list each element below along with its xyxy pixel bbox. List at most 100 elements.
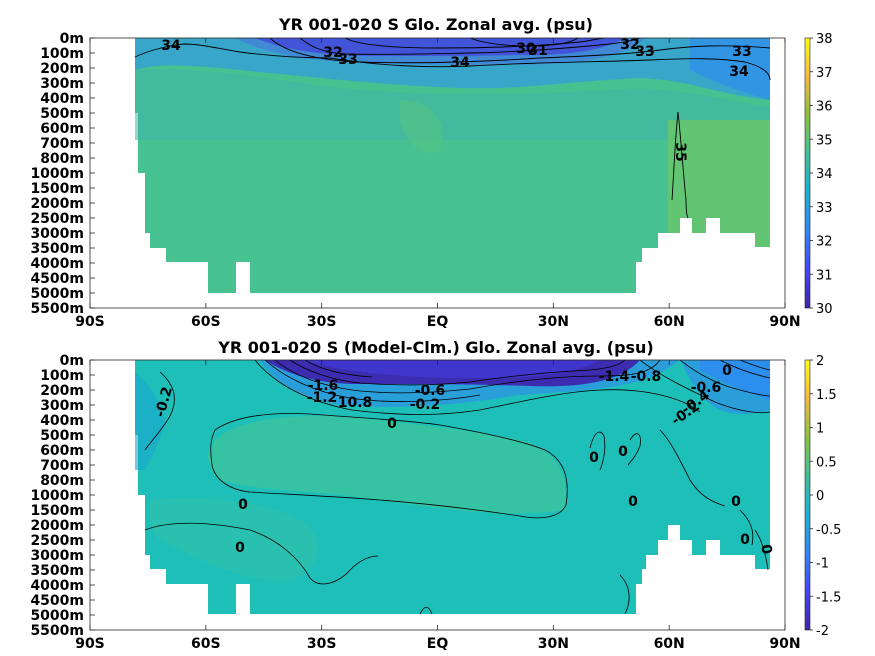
panel-salinity: YR 001-020 S Glo. Zonal avg. (psu) [30, 15, 832, 330]
contour-line [274, 360, 471, 394]
contour-label: -0.8 [631, 369, 662, 385]
heatmap-salinity-bias [135, 360, 771, 615]
colorbar-tick-label: 36 [816, 100, 833, 115]
contour-line [469, 360, 626, 383]
contour-label: 0 [731, 494, 741, 510]
y-tick-label: 800m [40, 151, 84, 167]
contour-line [719, 360, 771, 379]
contour-label: -0.6 [691, 380, 722, 396]
x-tick-label: 90N [769, 314, 800, 330]
contour-labels-salinity: 34 32 33 30 31 34 32 33 33 34 35 [161, 37, 751, 162]
contour-label: -0.2 [152, 385, 175, 419]
y-tick-label: 0m [60, 31, 84, 47]
y-tick-label: 4500m [30, 271, 84, 287]
colorbar-ticks-salinity-bias: -2 -1.5 -1 -0.5 0 0.5 1 1.5 2 [810, 354, 841, 639]
contour-33 [269, 38, 771, 64]
colorbar-tick-label: 32 [816, 235, 833, 250]
contour-label: -0.6 [415, 383, 446, 399]
contour-line [469, 360, 661, 390]
panel-salinity-bias: YR 001-020 S (Model-Clm.) Glo. Zonal avg… [30, 338, 841, 652]
contour-label: 33 [635, 44, 654, 60]
colorbar-tick-label: 0 [816, 489, 824, 504]
colorbar-ticks-salinity: 30 31 32 33 34 35 36 37 38 [810, 32, 833, 317]
y-tick-label: 4500m [30, 593, 84, 609]
contour-label: -1.4 [599, 369, 630, 385]
contour-label: 0 [722, 363, 732, 379]
y-tick-label: 400m [40, 91, 84, 107]
colorbar-tick-label: 1 [816, 422, 824, 437]
contour-zero [627, 433, 641, 466]
contour-label: 0 [589, 450, 599, 466]
contour-zero [419, 606, 433, 615]
contour-line [639, 360, 771, 414]
contour-label: 34 [161, 38, 181, 54]
contour-label: 0 [387, 416, 397, 432]
x-tick-label: 60N [654, 636, 685, 652]
x-tick-label: 90S [75, 636, 105, 652]
colorbar-tick-label: 2 [816, 354, 824, 369]
contour-lines-salinity-bias [144, 360, 771, 615]
y-tick-label: 100m [40, 46, 84, 62]
x-tick-label: EQ [427, 314, 449, 330]
contour-line [254, 360, 701, 415]
x-tick-label: 30S [307, 636, 337, 652]
x-tick-label: 60S [191, 636, 221, 652]
y-tick-label: 800m [40, 473, 84, 489]
y-axis-salinity-bias: 0m100m200m300m400m500m600m700m800m1000m1… [30, 353, 95, 639]
y-tick-label: 200m [40, 383, 84, 399]
contour-line [679, 360, 771, 397]
contour-34-mid [329, 57, 771, 81]
strong-negative-core [265, 360, 640, 387]
y-tick-label: 3000m [30, 226, 84, 242]
y-tick-label: 1000m [30, 166, 84, 182]
arctic-fresh-zone [690, 38, 770, 100]
contour-zero [659, 429, 726, 507]
mid-depth-light-patch [400, 100, 443, 153]
y-tick-label: 1500m [30, 503, 84, 519]
y-tick-label: 300m [40, 76, 84, 92]
y-tick-label: 700m [40, 136, 84, 152]
contour-label: 34 [450, 55, 470, 71]
contour-label: 0 [740, 532, 750, 548]
contour-line [289, 360, 471, 386]
y-tick-label: 1500m [30, 181, 84, 197]
y-tick-label: 4000m [30, 256, 84, 272]
contour-zero [619, 574, 630, 615]
colorbar-tick-label: 34 [816, 167, 833, 182]
southern-negative-band [135, 372, 165, 470]
colorbar-tick-label: 0.5 [816, 455, 837, 470]
contour-zero [210, 413, 568, 519]
colorbar-tick-label: 37 [816, 66, 833, 81]
contour-34-south [134, 43, 331, 59]
contour-label: 0 [235, 540, 245, 556]
contour-label: 32 [323, 45, 342, 61]
colorbar-tick-label: 31 [816, 268, 833, 283]
contour-line [304, 360, 373, 378]
x-tick-label: 90N [769, 636, 800, 652]
y-tick-label: 2500m [30, 533, 84, 549]
colorbar-tick-label: -1 [816, 557, 829, 572]
y-tick-label: 5500m [30, 301, 84, 317]
contour-35 [671, 111, 689, 219]
contour-label: 10.8 [338, 395, 373, 411]
y-tick-label: 3000m [30, 548, 84, 564]
colorbar-salinity-bias [804, 359, 811, 631]
contour-line [739, 360, 771, 371]
y-tick-label: 600m [40, 443, 84, 459]
positive-anomaly-patch [149, 498, 319, 581]
y-tick-label: 3500m [30, 241, 84, 257]
contour-label: -1.2 [307, 390, 338, 406]
y-tick-label: 100m [40, 368, 84, 384]
arctic-saline-zone [668, 120, 770, 247]
x-tick-label: 30N [538, 314, 569, 330]
contour-label: 33 [732, 44, 751, 60]
contour-zero [739, 509, 754, 546]
y-tick-label: 0m [60, 353, 84, 369]
contour-label: -1.6 [308, 378, 339, 394]
contour-label: 33 [338, 52, 357, 68]
y-tick-label: 4000m [30, 578, 84, 594]
contour-label: 0 [618, 444, 628, 460]
x-tick-label: 30S [307, 314, 337, 330]
x-axis-salinity: 90S 60S 30S EQ 30N 60N 90N [75, 38, 801, 330]
x-axis-salinity-bias: 90S 60S 30S EQ 30N 60N 90N [75, 360, 801, 652]
